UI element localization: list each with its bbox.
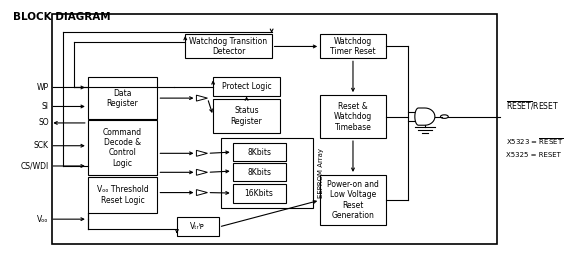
Text: $\overline{\rm RESET}$/RESET: $\overline{\rm RESET}$/RESET — [505, 99, 559, 112]
FancyBboxPatch shape — [52, 14, 497, 244]
Text: WP: WP — [37, 83, 49, 92]
Text: Reset &
Watchdog
Timebase: Reset & Watchdog Timebase — [334, 102, 372, 132]
Text: CS/WDI: CS/WDI — [21, 162, 49, 170]
FancyBboxPatch shape — [320, 95, 386, 138]
FancyBboxPatch shape — [88, 77, 158, 119]
FancyBboxPatch shape — [320, 175, 386, 226]
FancyBboxPatch shape — [185, 34, 271, 58]
Text: X5325 = RESET: X5325 = RESET — [505, 152, 561, 158]
Text: SO: SO — [38, 119, 49, 127]
Text: SI: SI — [42, 102, 49, 111]
Text: Power-on and
Low Voltage
Reset
Generation: Power-on and Low Voltage Reset Generatio… — [327, 180, 379, 220]
Text: X5323 = $\overline{\rm RESET}$: X5323 = $\overline{\rm RESET}$ — [505, 136, 563, 147]
FancyBboxPatch shape — [233, 163, 286, 181]
Text: BLOCK DIAGRAM: BLOCK DIAGRAM — [13, 12, 110, 22]
Text: SCK: SCK — [34, 141, 49, 150]
Text: Protect Logic: Protect Logic — [222, 82, 271, 91]
FancyBboxPatch shape — [213, 77, 280, 96]
FancyBboxPatch shape — [320, 34, 386, 58]
Text: 8Kbits: 8Kbits — [247, 147, 271, 157]
FancyBboxPatch shape — [88, 120, 158, 175]
FancyBboxPatch shape — [233, 184, 286, 203]
Text: Vₜᵣᴵᴘ: Vₜᵣᴵᴘ — [190, 222, 205, 231]
Text: Watchdog
Timer Reset: Watchdog Timer Reset — [330, 37, 376, 56]
FancyBboxPatch shape — [233, 143, 286, 161]
FancyBboxPatch shape — [177, 217, 218, 236]
Text: Vₒₒ: Vₒₒ — [37, 215, 49, 224]
Polygon shape — [415, 108, 435, 125]
Text: 8Kbits: 8Kbits — [247, 168, 271, 177]
Text: Command
Decode &
Control
Logic: Command Decode & Control Logic — [103, 127, 142, 168]
Text: Vₒₒ Threshold
Reset Logic: Vₒₒ Threshold Reset Logic — [97, 185, 148, 205]
Text: Data
Register: Data Register — [107, 89, 139, 108]
FancyBboxPatch shape — [88, 177, 158, 213]
Text: Status
Register: Status Register — [231, 106, 262, 126]
Text: EEPROM Array: EEPROM Array — [317, 148, 324, 198]
FancyBboxPatch shape — [213, 99, 280, 133]
Text: 16Kbits: 16Kbits — [244, 189, 274, 198]
Text: Watchdog Transition
Detector: Watchdog Transition Detector — [189, 37, 267, 56]
